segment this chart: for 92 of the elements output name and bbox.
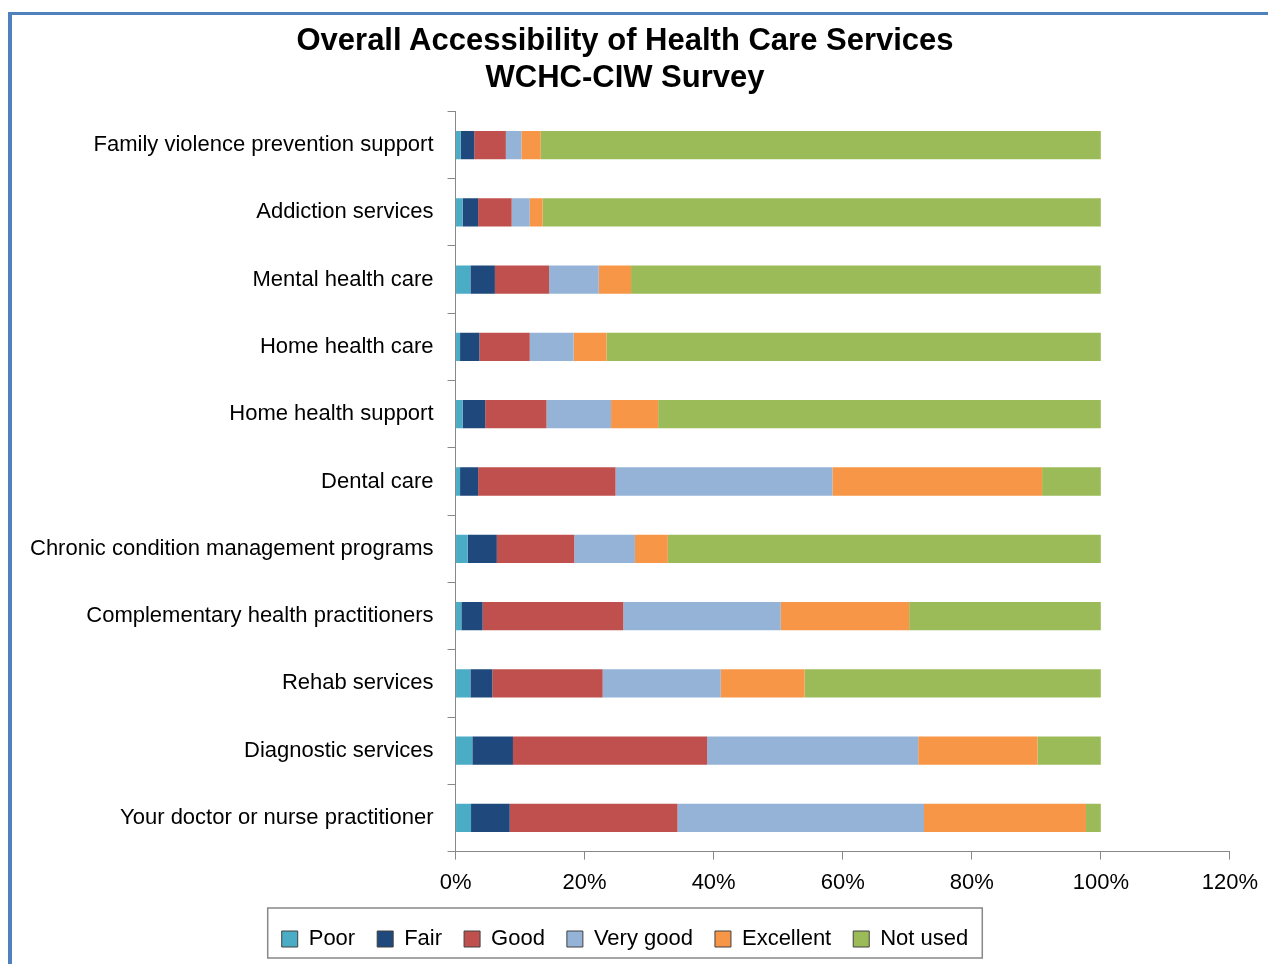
bar [804, 669, 1101, 698]
y-tick-label: Rehab services [281, 669, 434, 695]
text: WCHC-CIW Survey [485, 59, 765, 95]
bar [494, 265, 550, 294]
bar [492, 669, 603, 698]
y-tick-label: Dental care [321, 467, 434, 493]
bar [615, 467, 833, 496]
bar [707, 736, 919, 765]
bar [634, 534, 668, 563]
bar [472, 736, 513, 765]
bar [478, 467, 616, 496]
bar [832, 467, 1043, 496]
bar [462, 198, 479, 227]
legend-label: Excellent [741, 925, 832, 951]
legend-label: Not used [880, 925, 969, 951]
y-tick-label: Complementary health practitioners [86, 602, 434, 628]
bar [780, 601, 910, 631]
bar [611, 400, 659, 429]
bar [549, 265, 599, 294]
text: Overall Accessibility of Health Care Services [296, 22, 954, 58]
bar [456, 332, 461, 362]
x-tick-label: 0% [439, 868, 472, 894]
bar [720, 669, 805, 698]
legend-label: Fair [404, 925, 443, 951]
bar [456, 198, 463, 227]
bar [496, 534, 575, 563]
bar [542, 198, 1101, 227]
x-tick-label: 40% [691, 868, 736, 894]
bar [474, 130, 506, 160]
bar [471, 803, 510, 833]
bar [1037, 736, 1101, 765]
bar [456, 736, 473, 765]
bar [602, 669, 721, 698]
bar [460, 130, 475, 160]
bar [478, 198, 512, 227]
bar [1085, 803, 1101, 833]
y-tick-label: Diagnostic services [244, 736, 434, 762]
bar [456, 400, 463, 429]
bar [511, 198, 530, 227]
bar [924, 803, 1086, 833]
bar [574, 534, 635, 563]
bar [462, 400, 486, 429]
legend-label: Good [491, 925, 545, 951]
bar [658, 400, 1101, 429]
x-tick-label: 20% [562, 868, 607, 894]
x-tick-label: 100% [1072, 868, 1129, 894]
bar [512, 736, 708, 765]
bar [456, 130, 461, 160]
y-tick-label: Addiction services [256, 198, 434, 224]
bar [667, 534, 1101, 563]
bar [529, 332, 574, 362]
legend-label: Very good [593, 925, 693, 951]
legend-label: Poor [308, 925, 356, 951]
bar [470, 265, 495, 294]
bar [573, 332, 607, 362]
y-tick-label: Chronic condition management programs [29, 534, 434, 560]
y-tick-label: Family violence prevention support [93, 131, 434, 157]
bar [505, 130, 522, 160]
bar [546, 400, 612, 429]
y-tick-label: Mental health care [252, 265, 434, 291]
bar [677, 803, 925, 833]
bar [529, 198, 543, 227]
bar [521, 130, 541, 160]
x-tick-label: 60% [820, 868, 865, 894]
x-tick-label: 80% [949, 868, 994, 894]
bar [598, 265, 632, 294]
bar [456, 467, 461, 496]
bar [1042, 467, 1101, 496]
bar [918, 736, 1038, 765]
y-tick-label: Home health support [229, 400, 434, 426]
bar [482, 601, 624, 631]
y-tick-label: Your doctor or nurse practitioner [120, 804, 434, 830]
bar [467, 534, 497, 563]
bar [509, 803, 678, 833]
bar [456, 669, 471, 698]
bar [909, 601, 1101, 631]
bar [470, 669, 493, 698]
y-tick-label: Home health care [259, 332, 434, 358]
bar [456, 534, 468, 563]
bar [456, 265, 471, 294]
bar [461, 601, 483, 631]
bar [460, 467, 479, 496]
bar [540, 130, 1101, 160]
bar [631, 265, 1101, 294]
x-tick-label: 120% [1201, 868, 1259, 894]
bar [456, 803, 472, 833]
bar [485, 400, 547, 429]
bar [456, 601, 462, 631]
bar [460, 332, 480, 362]
bar [479, 332, 530, 362]
bar [606, 332, 1101, 362]
bar [623, 601, 781, 631]
